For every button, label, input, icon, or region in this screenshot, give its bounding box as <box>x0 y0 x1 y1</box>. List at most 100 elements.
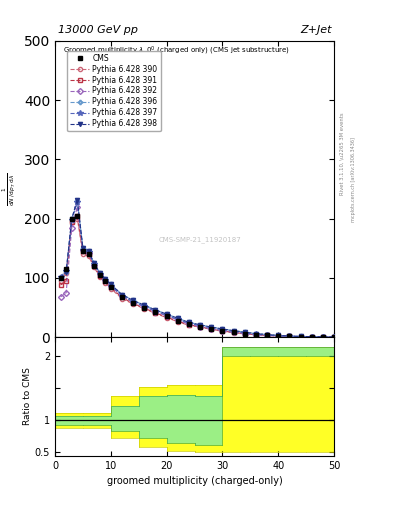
CMS <box>287 333 292 339</box>
Line: Pythia 6.428 392: Pythia 6.428 392 <box>59 205 336 339</box>
Pythia 6.428 397 <box>86 249 91 255</box>
Pythia 6.428 390 <box>58 278 63 284</box>
Pythia 6.428 396 <box>242 329 247 335</box>
CMS <box>86 251 91 258</box>
Pythia 6.428 397 <box>153 308 158 314</box>
Pythia 6.428 390 <box>220 328 225 334</box>
CMS <box>332 334 336 340</box>
Pythia 6.428 392 <box>265 332 270 338</box>
Pythia 6.428 391 <box>231 329 236 335</box>
Pythia 6.428 398 <box>209 324 214 330</box>
Pythia 6.428 398 <box>131 297 136 304</box>
Pythia 6.428 396 <box>64 269 68 275</box>
Pythia 6.428 398 <box>108 282 113 288</box>
Pythia 6.428 396 <box>97 269 102 275</box>
Pythia 6.428 397 <box>231 329 236 335</box>
Pythia 6.428 398 <box>220 326 225 332</box>
X-axis label: groomed multiplicity (charged-only): groomed multiplicity (charged-only) <box>107 476 283 486</box>
Pythia 6.428 392 <box>175 317 180 323</box>
Pythia 6.428 396 <box>70 216 74 222</box>
Pythia 6.428 391 <box>309 334 314 340</box>
CMS <box>209 326 214 332</box>
Pythia 6.428 398 <box>119 291 124 297</box>
Pythia 6.428 398 <box>253 331 258 337</box>
Pythia 6.428 391 <box>265 332 270 338</box>
Pythia 6.428 391 <box>81 248 85 254</box>
CMS <box>142 305 147 311</box>
Pythia 6.428 398 <box>276 332 281 338</box>
Pythia 6.428 391 <box>253 332 258 338</box>
Pythia 6.428 391 <box>75 212 80 219</box>
Pythia 6.428 392 <box>58 294 63 300</box>
Pythia 6.428 391 <box>242 331 247 337</box>
CMS <box>265 332 270 338</box>
Pythia 6.428 391 <box>119 294 124 301</box>
Pythia 6.428 398 <box>153 307 158 313</box>
Line: Pythia 6.428 396: Pythia 6.428 396 <box>59 199 336 339</box>
Line: Pythia 6.428 390: Pythia 6.428 390 <box>59 217 336 339</box>
Pythia 6.428 398 <box>175 315 180 322</box>
Pythia 6.428 397 <box>119 293 124 299</box>
CMS <box>253 332 258 338</box>
Pythia 6.428 396 <box>287 333 292 339</box>
CMS <box>103 278 108 284</box>
Pythia 6.428 396 <box>119 291 124 297</box>
Text: mcplots.cern.ch [arXiv:1306.3436]: mcplots.cern.ch [arXiv:1306.3436] <box>351 137 356 222</box>
Pythia 6.428 391 <box>298 333 303 339</box>
Pythia 6.428 390 <box>97 274 102 280</box>
Pythia 6.428 392 <box>81 246 85 252</box>
Pythia 6.428 397 <box>321 334 325 340</box>
Pythia 6.428 397 <box>131 298 136 305</box>
Pythia 6.428 398 <box>321 334 325 340</box>
Pythia 6.428 397 <box>287 333 292 339</box>
Pythia 6.428 392 <box>97 271 102 278</box>
CMS <box>231 329 236 335</box>
Pythia 6.428 398 <box>75 197 80 203</box>
Pythia 6.428 391 <box>276 333 281 339</box>
Pythia 6.428 392 <box>92 262 96 268</box>
Pythia 6.428 392 <box>298 333 303 339</box>
Pythia 6.428 392 <box>131 299 136 305</box>
CMS <box>119 294 124 300</box>
Pythia 6.428 396 <box>153 307 158 313</box>
Pythia 6.428 396 <box>175 315 180 322</box>
Pythia 6.428 390 <box>298 334 303 340</box>
Pythia 6.428 390 <box>332 334 336 340</box>
Pythia 6.428 391 <box>332 334 336 340</box>
Pythia 6.428 397 <box>242 330 247 336</box>
Pythia 6.428 397 <box>58 274 63 280</box>
Pythia 6.428 397 <box>309 334 314 340</box>
Pythia 6.428 397 <box>220 327 225 333</box>
Pythia 6.428 398 <box>231 328 236 334</box>
Pythia 6.428 391 <box>131 301 136 307</box>
Pythia 6.428 398 <box>64 269 68 275</box>
Pythia 6.428 397 <box>265 332 270 338</box>
Line: Pythia 6.428 397: Pythia 6.428 397 <box>58 199 337 340</box>
Pythia 6.428 391 <box>187 322 191 328</box>
CMS <box>75 212 80 219</box>
Pythia 6.428 390 <box>92 264 96 270</box>
Pythia 6.428 396 <box>276 332 281 338</box>
Pythia 6.428 390 <box>242 331 247 337</box>
Pythia 6.428 392 <box>198 324 202 330</box>
Pythia 6.428 392 <box>187 321 191 327</box>
Pythia 6.428 396 <box>309 334 314 340</box>
Pythia 6.428 390 <box>253 332 258 338</box>
CMS <box>70 216 74 222</box>
Pythia 6.428 391 <box>86 251 91 258</box>
Text: Rivet 3.1.10, \u2265 3M events: Rivet 3.1.10, \u2265 3M events <box>339 112 344 195</box>
Pythia 6.428 392 <box>153 309 158 315</box>
Pythia 6.428 397 <box>164 312 169 318</box>
Pythia 6.428 390 <box>108 286 113 292</box>
Pythia 6.428 392 <box>309 334 314 340</box>
Pythia 6.428 391 <box>209 326 214 332</box>
Pythia 6.428 396 <box>187 319 191 326</box>
Pythia 6.428 397 <box>142 303 147 309</box>
Pythia 6.428 392 <box>75 204 80 210</box>
Line: Pythia 6.428 398: Pythia 6.428 398 <box>59 198 336 339</box>
Pythia 6.428 396 <box>58 275 63 281</box>
Pythia 6.428 398 <box>97 269 102 275</box>
Pythia 6.428 391 <box>198 324 202 330</box>
Pythia 6.428 391 <box>321 334 325 340</box>
Pythia 6.428 391 <box>108 284 113 290</box>
